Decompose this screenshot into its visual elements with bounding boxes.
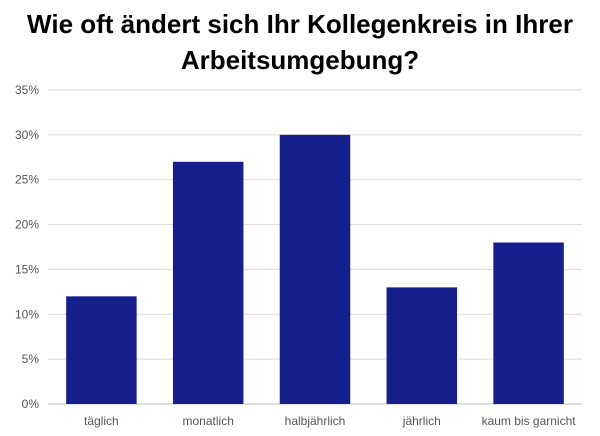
y-axis-ticks: 0% 5% 10% 15% 20% 25% 30% 35% xyxy=(15,83,39,411)
y-tick-label: 15% xyxy=(15,262,39,276)
x-axis-ticks: täglich monatlich halbjährlich jährlich kaum… xyxy=(84,414,576,428)
y-tick-label: 20% xyxy=(15,218,39,232)
bars xyxy=(66,134,564,404)
x-tick-label: halbjährlich xyxy=(285,414,346,428)
bar-2 xyxy=(279,134,351,404)
bar-4 xyxy=(493,242,564,404)
x-tick-label: monatlich xyxy=(183,414,234,428)
x-tick-label: täglich xyxy=(84,414,119,428)
bar-3 xyxy=(386,287,458,404)
x-tick-label: kaum bis garnicht xyxy=(482,414,577,428)
y-tick-label: 30% xyxy=(15,128,39,142)
x-tick-label: jährlich xyxy=(402,414,441,428)
y-tick-label: 10% xyxy=(15,307,39,321)
bar-0 xyxy=(66,296,137,404)
y-tick-label: 5% xyxy=(22,352,40,366)
chart-title-line-1: Wie oft ändert sich Ihr Kollegenkreis in… xyxy=(27,9,573,39)
chart-title-line-2: Arbeitsumgebung? xyxy=(180,45,420,75)
y-tick-label: 0% xyxy=(22,397,40,411)
bar-1 xyxy=(172,161,244,404)
y-tick-label: 25% xyxy=(15,173,39,187)
y-tick-label: 35% xyxy=(15,83,39,97)
chart-title: Wie oft ändert sich Ihr Kollegenkreis in… xyxy=(0,6,600,78)
